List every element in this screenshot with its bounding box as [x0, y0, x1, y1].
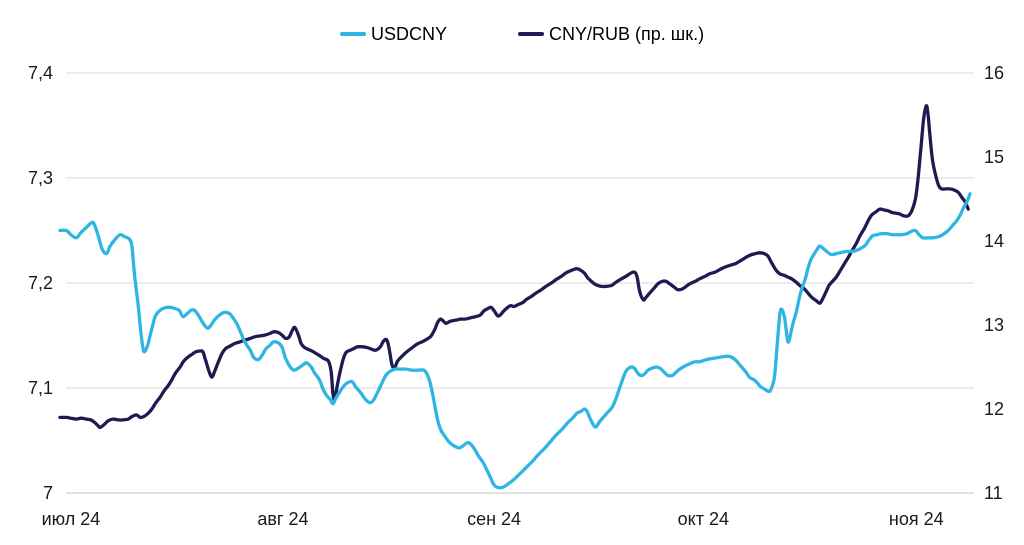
x-tick-label: авг 24	[257, 509, 309, 529]
y-tick-label-right: 13	[984, 315, 1005, 335]
y-tick-label-left: 7	[42, 483, 53, 503]
y-tick-label-right: 15	[984, 147, 1005, 167]
y-tick-label-right: 12	[984, 399, 1005, 419]
legend-item-usdcny: USDCNY	[340, 23, 448, 44]
legend-label-usdcny: USDCNY	[371, 23, 448, 44]
y-tick-label-left: 7,1	[27, 378, 53, 398]
legend-label-cnyrub: CNY/RUB (пр. шк.)	[549, 23, 705, 44]
x-tick-label: июл 24	[41, 509, 101, 529]
y-tick-label-left: 7,3	[27, 168, 53, 188]
y-tick-label-right: 14	[984, 231, 1005, 251]
legend-swatch-cnyrub-icon	[518, 32, 544, 36]
series-line-usdcny	[58, 192, 972, 490]
x-tick-label: окт 24	[677, 509, 730, 529]
y-tick-label-left: 7,2	[27, 273, 53, 293]
y-tick-label-right: 11	[984, 483, 1003, 503]
x-tick-label: ноя 24	[888, 509, 944, 529]
x-tick-label: сен 24	[467, 509, 522, 529]
legend-swatch-usdcny-icon	[340, 32, 366, 36]
y-tick-label-right: 16	[984, 63, 1005, 83]
y-tick-label-left: 7,4	[27, 63, 53, 83]
legend-item-cnyrub: CNY/RUB (пр. шк.)	[518, 23, 705, 44]
series-line-cnyrub	[58, 104, 970, 430]
